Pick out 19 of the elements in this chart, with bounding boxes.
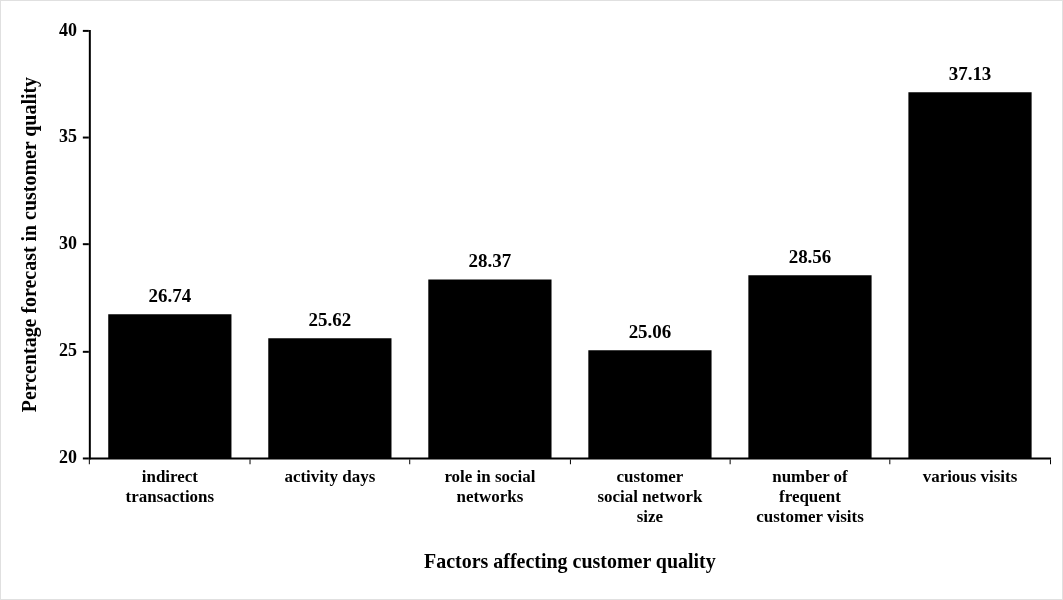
data-label: 28.56 (788, 245, 832, 267)
x-tick-label: activity days (284, 466, 376, 486)
x-tick-label: role in social networks (444, 466, 536, 507)
y-tick-label: 25 (58, 340, 77, 361)
x-tick-label: number of frequent customer visits (756, 466, 865, 527)
data-label: 25.06 (628, 320, 672, 342)
data-label: 28.37 (468, 249, 512, 271)
x-axis-title: Factors affecting customer quality (424, 550, 716, 574)
data-label: 26.74 (148, 284, 192, 306)
y-tick-label: 40 (58, 19, 77, 40)
y-tick-label: 35 (58, 126, 77, 147)
y-tick-label: 20 (58, 446, 77, 467)
x-tick-label: customer social network size (597, 466, 704, 527)
y-axis-title: Percentage forecast in customer quality (18, 76, 42, 413)
data-label: 25.62 (308, 308, 352, 330)
x-tick-label: indirect transactions (125, 466, 215, 507)
x-tick-label: various visits (922, 466, 1018, 486)
y-tick-label: 30 (58, 233, 77, 254)
data-label: 37.13 (948, 62, 992, 84)
